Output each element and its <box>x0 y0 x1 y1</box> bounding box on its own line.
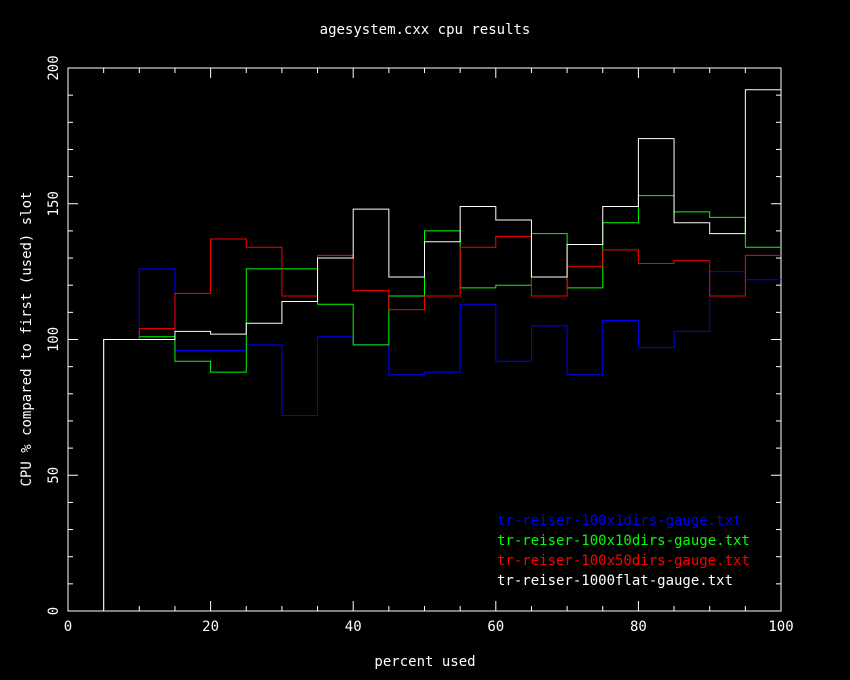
legend: tr-reiser-100x1dirs-gauge.txt tr-reiser-1… <box>497 513 750 589</box>
y-tick-label-1: 50 <box>46 467 62 484</box>
y-tick-label-2: 100 <box>46 327 62 352</box>
series-lines <box>68 89 781 612</box>
legend-entry-0: tr-reiser-100x1dirs-gauge.txt <box>497 513 741 529</box>
x-tick-label-3: 60 <box>487 619 504 635</box>
series-line-2 <box>68 235 781 612</box>
x-tick-label-1: 20 <box>202 619 219 635</box>
y-axis-label: CPU % compared to first (used) slot <box>19 191 35 486</box>
y-tick-label-0: 0 <box>46 607 62 615</box>
legend-entry-1: tr-reiser-100x10dirs-gauge.txt <box>497 533 750 549</box>
series-line-1 <box>68 195 781 612</box>
y-tick-label-4: 200 <box>46 55 62 80</box>
legend-entry-3: tr-reiser-1000flat-gauge.txt <box>497 573 733 589</box>
x-tick-label-4: 80 <box>630 619 647 635</box>
chart-title: agesystem.cxx cpu results <box>320 22 531 38</box>
x-tick-label-5: 100 <box>768 619 793 635</box>
series-line-0 <box>68 268 781 612</box>
x-axis-label: percent used <box>374 654 475 670</box>
legend-entry-2: tr-reiser-100x50dirs-gauge.txt <box>497 553 750 569</box>
y-tick-label-3: 150 <box>46 191 62 216</box>
x-tick-label-2: 40 <box>345 619 362 635</box>
x-tick-label-0: 0 <box>64 619 72 635</box>
series-line-3 <box>68 89 781 612</box>
